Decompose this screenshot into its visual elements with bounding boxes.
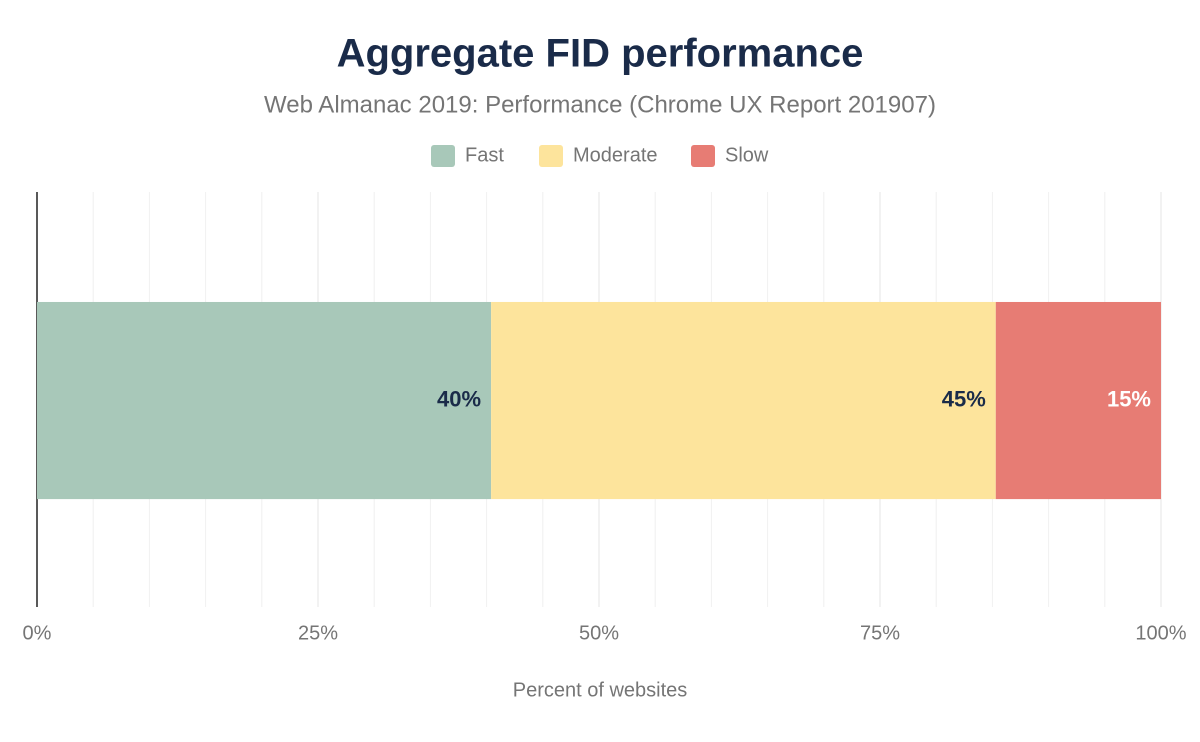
chart-subtitle: Web Almanac 2019: Performance (Chrome UX… xyxy=(264,91,936,118)
bar-segment xyxy=(37,301,492,500)
legend-swatch xyxy=(431,145,455,167)
legend-label: Slow xyxy=(725,144,769,166)
x-axis-label: Percent of websites xyxy=(513,679,688,701)
legend-swatch xyxy=(691,145,715,167)
data-label: 40% xyxy=(437,386,481,411)
x-tick-label: 50% xyxy=(579,622,619,644)
bar-segment xyxy=(491,301,996,500)
bar-segment xyxy=(995,301,1161,500)
x-tick-label: 75% xyxy=(860,622,900,644)
legend-label: Fast xyxy=(465,144,504,166)
legend-swatch xyxy=(539,145,563,167)
chart-title: Aggregate FID performance xyxy=(337,32,864,76)
data-label: 15% xyxy=(1107,386,1151,411)
x-tick-label: 100% xyxy=(1135,622,1186,644)
x-tick-label: 0% xyxy=(23,622,52,644)
data-label: 45% xyxy=(942,386,986,411)
x-tick-label: 25% xyxy=(298,622,338,644)
legend-label: Moderate xyxy=(573,144,658,166)
